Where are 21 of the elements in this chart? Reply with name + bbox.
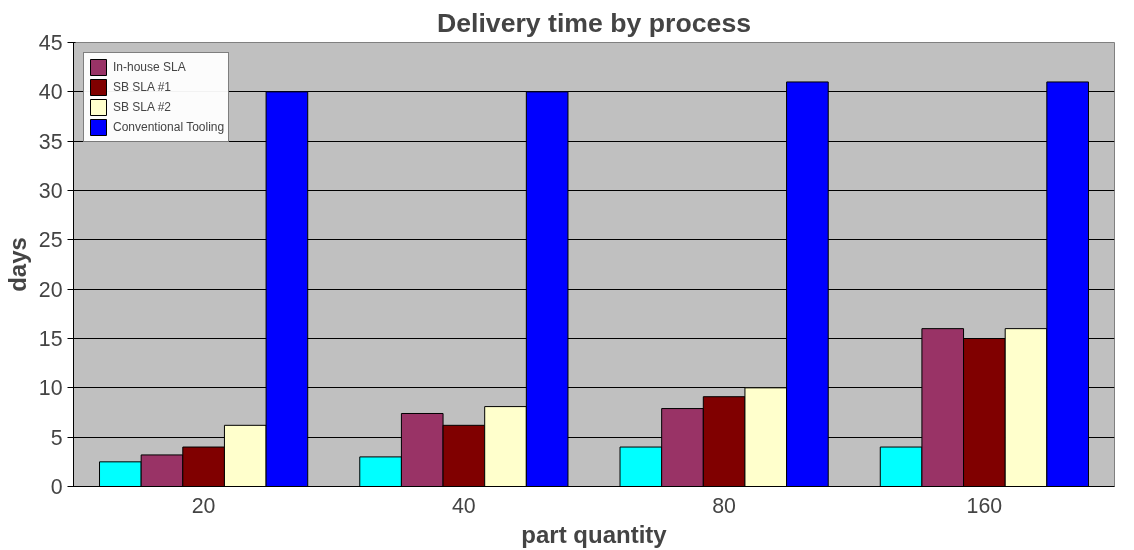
y-tick-label: 40 bbox=[38, 80, 63, 105]
x-tick-label: 40 bbox=[452, 493, 476, 518]
y-tick-label: 5 bbox=[50, 425, 63, 450]
x-tick-label: 80 bbox=[712, 493, 737, 518]
legend-label: In-house SLA bbox=[113, 60, 186, 74]
y-tick-label: 35 bbox=[38, 129, 63, 154]
y-tick-label: 0 bbox=[50, 475, 63, 499]
chart-title: Delivery time by process bbox=[436, 7, 752, 38]
y-tick-label: 25 bbox=[38, 228, 63, 253]
legend-label: Conventional Tooling bbox=[113, 120, 225, 134]
x-tick-label: 160 bbox=[966, 493, 1003, 518]
y-axis-title: days bbox=[3, 237, 31, 292]
x-tick-label: 20 bbox=[191, 493, 216, 518]
y-tick-label: 10 bbox=[38, 376, 63, 401]
y-tick-label: 20 bbox=[38, 277, 63, 302]
y-tick-label: 15 bbox=[38, 327, 63, 351]
y-tick-label: 45 bbox=[38, 31, 63, 55]
legend-label: SB SLA #2 bbox=[113, 100, 172, 114]
y-tick-label: 30 bbox=[38, 179, 63, 203]
x-axis-title: part quantity bbox=[521, 520, 668, 548]
legend-label: SB SLA #1 bbox=[113, 80, 172, 94]
